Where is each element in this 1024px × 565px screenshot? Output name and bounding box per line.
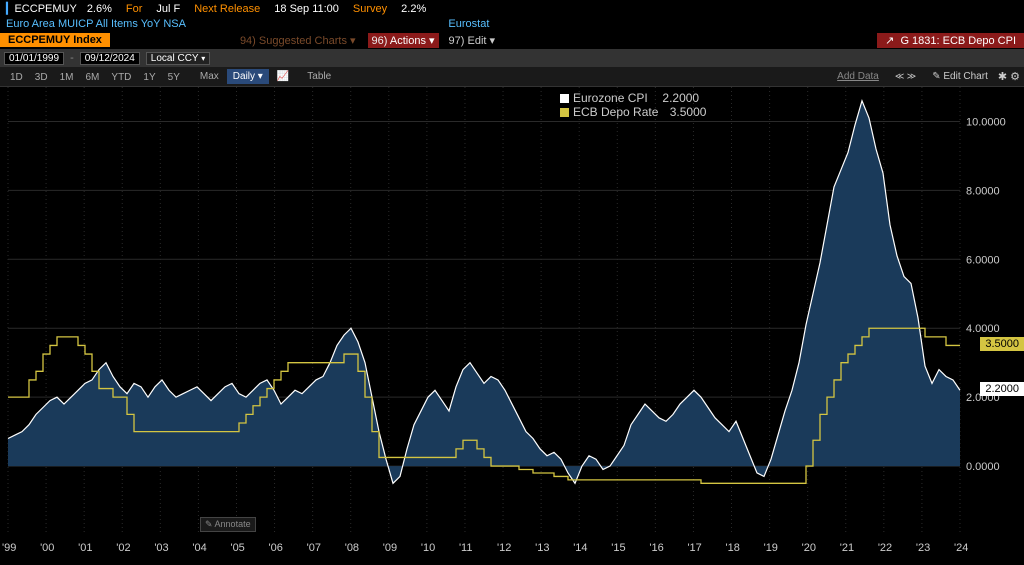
svg-text:'08: '08 <box>345 542 359 554</box>
svg-text:'99: '99 <box>2 542 16 554</box>
tf-3d[interactable]: 3D <box>29 70 54 85</box>
svg-text:'06: '06 <box>269 542 283 554</box>
actions-menu[interactable]: 96) Actions ▾ <box>368 33 439 48</box>
chart-title-right[interactable]: ↗ G 1831: ECB Depo CPI <box>877 33 1024 48</box>
legend-s1-name: Eurozone CPI <box>573 91 648 105</box>
tf-max[interactable]: Max <box>194 69 225 84</box>
svg-text:'10: '10 <box>421 542 435 554</box>
toolbar-3: 1D3D1M6MYTD1Y5Y Max Daily ▾ 📈 Table Add … <box>0 67 1024 87</box>
tf-1m[interactable]: 1M <box>54 70 80 85</box>
svg-text:'01: '01 <box>78 542 92 554</box>
svg-text:'14: '14 <box>573 542 587 554</box>
svg-text:'24: '24 <box>954 542 968 554</box>
survey-label: Survey <box>353 3 387 15</box>
svg-text:4.0000: 4.0000 <box>966 323 1000 335</box>
toolbar-1: ECCPEMUY Index 94) Suggested Charts ▾ 96… <box>0 31 1024 49</box>
header-row-1: ▎ECCPEMUY2.6% For Jul F Next Release 18 … <box>0 0 1024 17</box>
annotate-button[interactable]: ✎ Annotate <box>200 517 256 532</box>
svg-text:'05: '05 <box>230 542 244 554</box>
tf-6m[interactable]: 6M <box>80 70 106 85</box>
legend: Eurozone CPI 2.2000 ECB Depo Rate 3.5000 <box>560 91 706 119</box>
edit-menu[interactable]: 97) Edit ▾ <box>449 34 496 47</box>
tf-1y[interactable]: 1Y <box>137 70 161 85</box>
svg-text:'18: '18 <box>726 542 740 554</box>
ticker-value: 2.6% <box>87 3 112 15</box>
edit-chart[interactable]: ✎ Edit Chart <box>932 71 988 82</box>
svg-text:'20: '20 <box>802 542 816 554</box>
svg-text:'15: '15 <box>611 542 625 554</box>
for-label: For <box>126 3 143 15</box>
svg-text:'16: '16 <box>649 542 663 554</box>
svg-text:'03: '03 <box>154 542 168 554</box>
svg-text:'11: '11 <box>459 542 473 554</box>
settings-icon[interactable]: ✱ ⚙ <box>998 70 1020 83</box>
tf-ytd[interactable]: YTD <box>105 70 137 85</box>
ticker: ECCPEMUY <box>14 3 76 15</box>
svg-text:'07: '07 <box>307 542 321 554</box>
y-tag-ecb: 3.5000 <box>980 337 1024 351</box>
legend-s2-val: 3.5000 <box>670 105 707 119</box>
suggested-charts[interactable]: 94) Suggested Charts ▾ <box>240 34 356 47</box>
legend-swatch-2 <box>560 108 569 117</box>
svg-text:'04: '04 <box>192 542 206 554</box>
svg-text:'00: '00 <box>40 542 54 554</box>
svg-text:'21: '21 <box>840 542 854 554</box>
svg-text:'22: '22 <box>878 542 892 554</box>
tf-daily[interactable]: Daily ▾ <box>227 69 269 84</box>
source: Eurostat <box>448 18 489 30</box>
svg-text:'02: '02 <box>116 542 130 554</box>
tf-1d[interactable]: 1D <box>4 70 29 85</box>
nextrel-date: 18 Sep 11:00 <box>274 3 339 15</box>
svg-text:'19: '19 <box>764 542 778 554</box>
svg-text:'12: '12 <box>497 542 511 554</box>
svg-text:'23: '23 <box>916 542 930 554</box>
nextrel-label: Next Release <box>194 3 260 15</box>
chart-type-icon[interactable]: 📈 <box>271 69 295 84</box>
popout-icon[interactable]: ↗ <box>885 35 894 47</box>
toolbar-2: 01/01/1999 - 09/12/2024 Local CCY ▾ <box>0 49 1024 67</box>
chart-area[interactable]: 0.00002.00004.00006.00008.000010.0000'99… <box>0 87 1024 565</box>
svg-text:'09: '09 <box>383 542 397 554</box>
svg-text:6.0000: 6.0000 <box>966 254 1000 266</box>
index-badge[interactable]: ECCPEMUY Index <box>0 33 110 47</box>
svg-text:'13: '13 <box>535 542 549 554</box>
legend-swatch-1 <box>560 94 569 103</box>
nav-arrows[interactable]: ≪ ≫ <box>895 71 916 82</box>
period: Jul F <box>156 3 180 15</box>
svg-text:0.0000: 0.0000 <box>966 461 1000 473</box>
legend-s1-val: 2.2000 <box>662 91 699 105</box>
legend-s2-name: ECB Depo Rate <box>573 105 658 119</box>
svg-text:10.0000: 10.0000 <box>966 116 1006 128</box>
tf-5y[interactable]: 5Y <box>162 70 186 85</box>
table-button[interactable]: Table <box>307 71 331 82</box>
survey-val: 2.2% <box>401 3 426 15</box>
y-tag-cpi: 2.2000 <box>980 382 1024 396</box>
add-data[interactable]: Add Data <box>837 71 879 82</box>
date-from[interactable]: 01/01/1999 <box>4 52 64 65</box>
svg-text:'17: '17 <box>687 542 701 554</box>
svg-text:8.0000: 8.0000 <box>966 185 1000 197</box>
currency-select[interactable]: Local CCY ▾ <box>146 52 210 65</box>
date-to[interactable]: 09/12/2024 <box>80 52 140 65</box>
header-row-2: Euro Area MUICP All Items YoY NSA Eurost… <box>0 17 1024 31</box>
description: Euro Area MUICP All Items YoY NSA <box>6 18 185 30</box>
